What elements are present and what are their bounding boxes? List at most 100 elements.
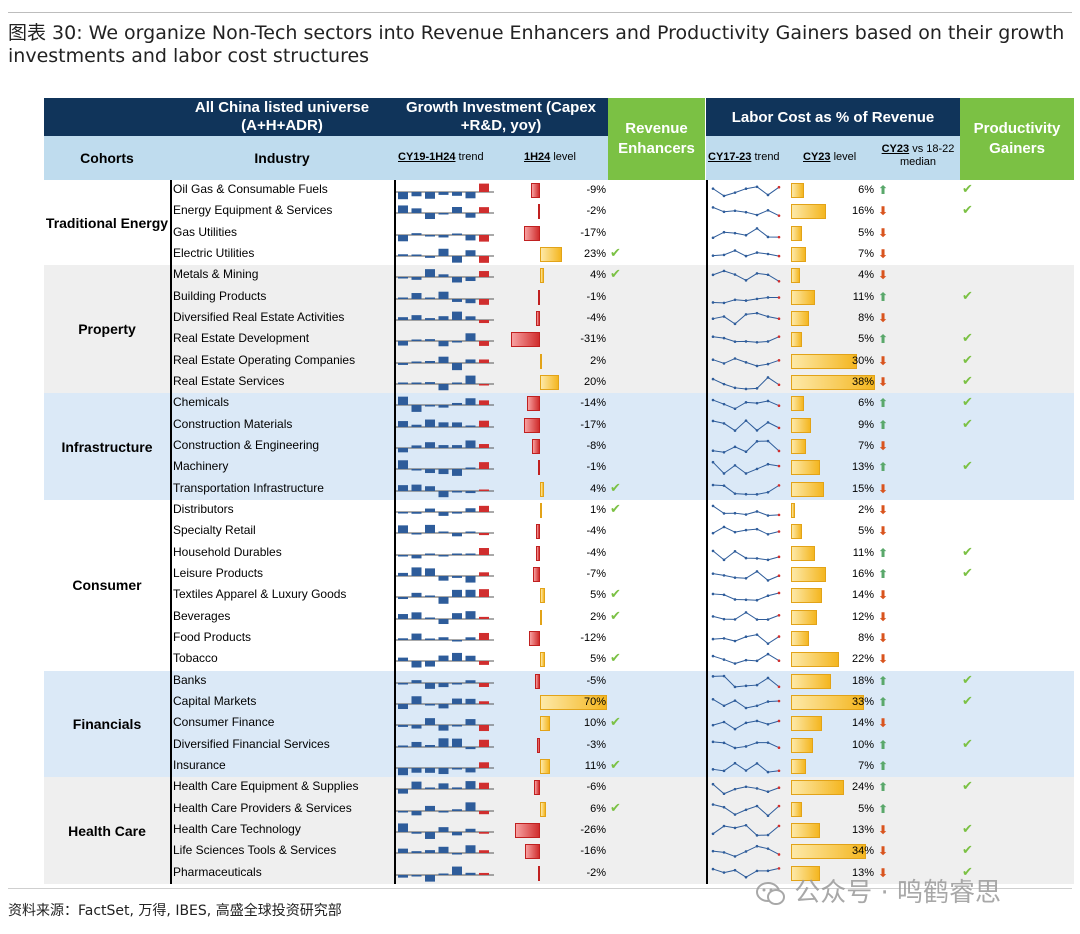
lc-trend-point (744, 875, 748, 879)
gi-level-bar (540, 652, 545, 668)
lc-trend-point (766, 676, 770, 679)
gi-trend-bar (438, 725, 449, 731)
lc-level-value: 2% (858, 503, 874, 516)
check-icon: ✔ (962, 395, 973, 411)
lc-trend-point (766, 439, 770, 443)
gi-trend-bar (425, 469, 435, 474)
watermark: 公众号 · 鸣鹤睿思 (756, 872, 1001, 909)
lc-level-bar (791, 289, 816, 305)
gi-trend-bar (398, 613, 408, 619)
gi-trend-bar (411, 810, 422, 815)
check-icon: ✔ (962, 331, 973, 347)
gi-trend-bar (425, 525, 435, 534)
lc-trend-point (733, 826, 737, 830)
gi-trend-bar (465, 698, 476, 704)
gi-level-bar (538, 865, 540, 881)
gi-trend-bar (452, 362, 462, 370)
gi-trend-bar (398, 447, 408, 453)
table-row: Real Estate Services 20% 38% ⬇ ✔ (44, 372, 1074, 393)
gi-trend-bar (452, 445, 462, 448)
table-row: Beverages 2% ✔ 12% ⬇ (44, 607, 1074, 628)
gi-trend-bar (398, 789, 408, 794)
gi-trend-sparkbars (396, 801, 494, 815)
gi-level-value: -4% (586, 546, 606, 559)
industry-name: Food Products (173, 629, 252, 644)
gi-trend-bar (452, 341, 462, 343)
lc-trend-point (766, 273, 770, 277)
source-note: 资料来源：FactSet, 万得, IBES, 高盛全球投资研究部 (8, 903, 342, 919)
gi-trend-bar (452, 698, 462, 704)
gi-trend-bar (452, 277, 462, 283)
gi-trend-bar (465, 298, 476, 303)
lc-trend-point (733, 746, 737, 749)
lc-trend-point (766, 420, 770, 424)
lc-trend-point (722, 851, 726, 854)
gi-level-value: -6% (586, 781, 606, 794)
gi-trend-bar (398, 682, 408, 685)
lc-trend-point (766, 315, 770, 318)
lc-trend-point (711, 273, 715, 277)
lc-trend-point (766, 490, 770, 494)
lc-trend-point (711, 802, 715, 806)
lc-trend-point (722, 824, 726, 828)
gi-level-value: -7% (586, 567, 606, 580)
lc-trend-point (777, 449, 781, 453)
lc-trend-point (755, 226, 759, 230)
lc-level-bar (791, 246, 807, 262)
gi-trend-bar (479, 725, 489, 732)
lc-trend-point (733, 386, 737, 390)
lc-trend-point (755, 510, 759, 513)
lc-trend-point (777, 824, 781, 828)
lc-trend-point (722, 253, 726, 257)
lc-trend-point (733, 464, 737, 467)
lc-trend-point (733, 209, 737, 213)
lc-level-bar (791, 417, 811, 433)
gi-trend-bar (479, 632, 489, 640)
gi-level-bar (523, 417, 540, 433)
gi-trend-bar (438, 291, 449, 299)
gi-level-value: -3% (586, 738, 606, 751)
lc-trend-sparkline (711, 525, 781, 536)
lc-trend-point (733, 662, 737, 666)
lc-trend-point (755, 804, 759, 807)
gi-trend-bar (465, 746, 476, 749)
arrow-down-icon: ⬇ (878, 588, 889, 603)
gi-level-value: -31% (580, 333, 606, 346)
lc-trend-point (777, 317, 781, 320)
gi-trend-bar (411, 424, 422, 427)
lc-trend-point (722, 558, 726, 561)
gi-trend-bar (398, 597, 408, 600)
gi-trend-bar (425, 213, 435, 220)
gi-trend-bar (465, 679, 476, 683)
lc-trend-point (722, 617, 726, 621)
gi-trend-bar (411, 484, 422, 491)
gi-trend-bar (398, 297, 408, 299)
lc-trend-point (755, 341, 759, 344)
gi-trend-bar (398, 525, 408, 534)
lc-trend-point (744, 254, 748, 258)
lc-trend-line (712, 698, 780, 709)
check-icon: ✔ (962, 736, 973, 752)
lc-trend-point (777, 426, 781, 429)
lc-trend-point (711, 532, 715, 535)
industry-name: Banks (173, 672, 207, 687)
header-gi-level-period: 1H24 (524, 151, 551, 163)
lc-trend-point (777, 335, 781, 339)
gi-trend-bar (438, 575, 449, 581)
gi-trend-bar (411, 277, 422, 281)
gi-trend-sparkbars (396, 291, 494, 305)
arrow-up-icon: ⬆ (878, 417, 889, 432)
lc-trend-point (744, 472, 748, 476)
lc-level-bar (791, 310, 809, 326)
lc-trend-point (711, 674, 715, 678)
lc-trend-point (777, 866, 781, 870)
lc-trend-sparkline (711, 591, 781, 602)
lc-level-bar (791, 865, 820, 881)
lc-trend-point (733, 191, 737, 194)
gi-trend-bar (411, 554, 422, 559)
arrow-down-icon: ⬇ (878, 246, 889, 261)
lc-trend-point (711, 572, 715, 575)
check-icon: ✔ (962, 416, 973, 432)
lc-trend-point (722, 403, 726, 406)
gi-trend-bar (411, 192, 422, 197)
